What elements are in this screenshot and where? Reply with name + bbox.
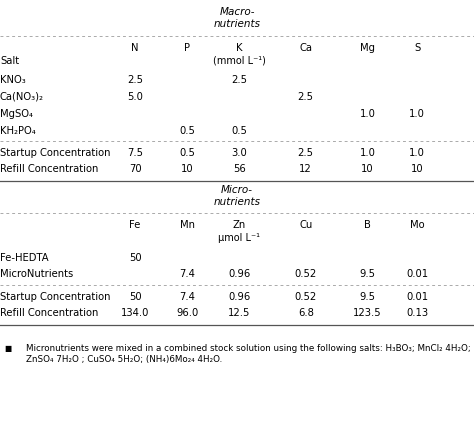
- Text: Mg: Mg: [360, 43, 375, 52]
- Text: 0.01: 0.01: [406, 269, 428, 279]
- Text: Micro-
nutrients: Micro- nutrients: [213, 186, 261, 207]
- Text: 70: 70: [129, 164, 141, 174]
- Text: KNO₃: KNO₃: [0, 75, 26, 85]
- Text: Ca(NO₃)₂: Ca(NO₃)₂: [0, 92, 44, 102]
- Text: 9.5: 9.5: [359, 269, 375, 279]
- Text: 6.8: 6.8: [298, 308, 314, 318]
- Text: MgSO₄: MgSO₄: [0, 109, 33, 119]
- Text: 0.52: 0.52: [295, 293, 317, 302]
- Text: 134.0: 134.0: [121, 308, 149, 318]
- Text: Salt: Salt: [0, 56, 19, 66]
- Text: 50: 50: [129, 293, 141, 302]
- Text: KH₂PO₄: KH₂PO₄: [0, 126, 36, 135]
- Text: P: P: [184, 43, 190, 52]
- Text: 7.5: 7.5: [127, 148, 143, 158]
- Text: 10: 10: [361, 164, 374, 174]
- Text: Fe: Fe: [129, 220, 141, 230]
- Text: 2.5: 2.5: [231, 75, 247, 85]
- Text: S: S: [414, 43, 420, 52]
- Text: 0.52: 0.52: [295, 269, 317, 279]
- Text: Startup Concentration: Startup Concentration: [0, 148, 110, 158]
- Text: Micronutrients were mixed in a combined stock solution using the following salts: Micronutrients were mixed in a combined …: [26, 344, 471, 353]
- Text: 12.5: 12.5: [228, 308, 251, 318]
- Text: 5.0: 5.0: [127, 92, 143, 102]
- Text: 3.0: 3.0: [231, 148, 247, 158]
- Text: Mo: Mo: [410, 220, 424, 230]
- Text: 12: 12: [300, 164, 312, 174]
- Text: 1.0: 1.0: [409, 148, 425, 158]
- Text: 1.0: 1.0: [359, 148, 375, 158]
- Text: 123.5: 123.5: [353, 308, 382, 318]
- Text: 56: 56: [233, 164, 246, 174]
- Text: B: B: [364, 220, 371, 230]
- Text: 0.96: 0.96: [228, 269, 250, 279]
- Text: ■: ■: [5, 344, 12, 353]
- Text: 0.5: 0.5: [179, 126, 195, 135]
- Text: 10: 10: [181, 164, 193, 174]
- Text: 10: 10: [411, 164, 423, 174]
- Text: 9.5: 9.5: [359, 293, 375, 302]
- Text: Cu: Cu: [299, 220, 312, 230]
- Text: 2.5: 2.5: [298, 148, 314, 158]
- Text: 1.0: 1.0: [409, 109, 425, 119]
- Text: 0.01: 0.01: [406, 293, 428, 302]
- Text: ZnSO₄ 7H₂O ; CuSO₄ 5H₂O; (NH₄)6Mo₂₄ 4H₂O.: ZnSO₄ 7H₂O ; CuSO₄ 5H₂O; (NH₄)6Mo₂₄ 4H₂O…: [26, 355, 222, 364]
- Text: Mn: Mn: [180, 220, 195, 230]
- Text: μmol L⁻¹: μmol L⁻¹: [219, 234, 260, 243]
- Text: 2.5: 2.5: [298, 92, 314, 102]
- Text: 50: 50: [129, 254, 141, 263]
- Text: 7.4: 7.4: [179, 269, 195, 279]
- Text: Refill Concentration: Refill Concentration: [0, 308, 99, 318]
- Text: 0.5: 0.5: [231, 126, 247, 135]
- Text: Startup Concentration: Startup Concentration: [0, 293, 110, 302]
- Text: Zn: Zn: [233, 220, 246, 230]
- Text: 0.13: 0.13: [406, 308, 428, 318]
- Text: 0.96: 0.96: [228, 293, 250, 302]
- Text: (mmol L⁻¹): (mmol L⁻¹): [213, 56, 266, 66]
- Text: MicroNutrients: MicroNutrients: [0, 269, 73, 279]
- Text: K: K: [236, 43, 243, 52]
- Text: 96.0: 96.0: [176, 308, 198, 318]
- Text: 2.5: 2.5: [127, 75, 143, 85]
- Text: Macro-
nutrients: Macro- nutrients: [213, 7, 261, 28]
- Text: 1.0: 1.0: [359, 109, 375, 119]
- Text: Refill Concentration: Refill Concentration: [0, 164, 99, 174]
- Text: Ca: Ca: [299, 43, 312, 52]
- Text: 0.5: 0.5: [179, 148, 195, 158]
- Text: N: N: [131, 43, 139, 52]
- Text: Fe-HEDTA: Fe-HEDTA: [0, 254, 49, 263]
- Text: 7.4: 7.4: [179, 293, 195, 302]
